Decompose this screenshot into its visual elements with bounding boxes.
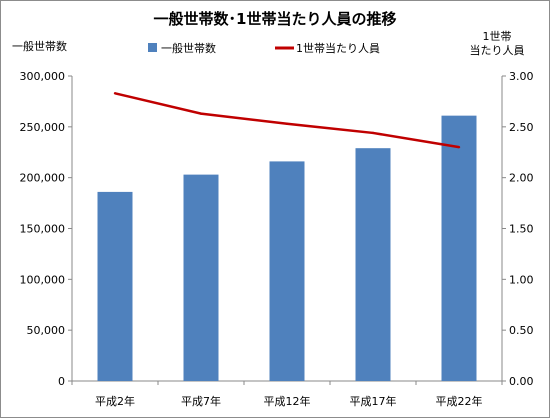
bar [97,191,133,381]
y-left-tick-label: 300,000 [20,70,66,83]
x-tick-label: 平成12年 [264,394,311,408]
x-tick-label: 平成17年 [350,394,397,408]
y-right-axis-label-line2: 当たり人員 [470,43,525,57]
legend: 一般世帯数 1世帯当たり人員 [148,41,380,55]
y-right-tick-label: 0.00 [509,375,534,388]
y-right-tick-label: 3.00 [509,70,534,83]
y-left-tick-label: 50,000 [27,324,66,337]
y-left-tick-label: 200,000 [20,172,66,185]
legend-swatch-bar [148,43,157,52]
x-tick-label: 平成7年 [181,394,221,408]
y-left-tick-label: 0 [58,375,65,388]
y-right-tick-label: 1.50 [509,223,534,236]
y-left-tick-label: 250,000 [20,121,66,134]
y-left-tick-label: 100,000 [20,273,66,286]
series-line [114,92,460,149]
y-left-axis-label: 一般世帯数 [12,40,67,53]
bar [441,115,477,382]
line-point [457,145,461,149]
line-point [113,92,117,95]
x-tick-label: 平成22年 [436,394,483,408]
y-right-tick-label: 0.50 [509,324,534,337]
line-point [371,131,375,135]
bar [183,174,219,381]
y-right-tick-label: 2.50 [509,121,534,134]
y-left-tick-label: 150,000 [20,223,66,236]
x-tick-label: 平成2年 [95,394,135,408]
y-right-tick-label: 2.00 [509,172,534,185]
y-right-tick-label: 1.00 [509,273,534,286]
line-point [285,122,289,125]
line-point [199,112,203,115]
chart-title: 一般世帯数･1世帯当たり人員の推移 [154,10,397,28]
bar [269,161,305,381]
legend-label-bar: 一般世帯数 [161,42,216,55]
y-right-axis-label-line1: 1世帯 [483,30,512,43]
bar [355,148,391,381]
plot-area: 0 50,000 100,000 150,000 200,000 250,000 300,0… [20,70,534,408]
legend-label-line: 1世帯当たり人員 [296,41,380,55]
